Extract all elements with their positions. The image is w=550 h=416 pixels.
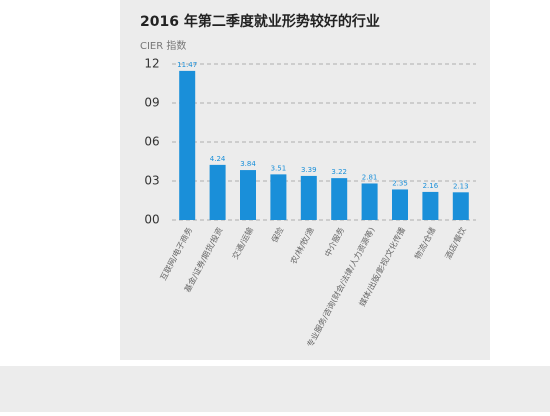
y-tick-label: 09	[144, 96, 159, 110]
value-label: 3.22	[331, 168, 347, 176]
y-tick-label: 12	[144, 57, 159, 71]
bar	[452, 192, 469, 220]
y-tick-label: 00	[144, 213, 159, 227]
bar	[240, 170, 256, 220]
bar	[361, 183, 378, 220]
value-label: 3.84	[240, 160, 256, 168]
footer-band	[0, 366, 550, 412]
bar	[300, 175, 317, 220]
bar	[209, 164, 226, 220]
value-label: 3.51	[271, 164, 287, 172]
y-axis-label: CIER 指数	[140, 39, 186, 52]
value-label: 2.13	[453, 182, 469, 190]
bar	[392, 189, 408, 220]
y-tick-label: 06	[144, 135, 159, 149]
value-label: 11.47	[177, 61, 197, 69]
value-label: 2.81	[362, 173, 378, 181]
value-label: 2.35	[392, 179, 408, 187]
value-label: 4.24	[210, 155, 226, 163]
bar	[270, 174, 287, 220]
value-label: 3.39	[301, 166, 317, 174]
bar	[179, 70, 196, 220]
bar	[331, 178, 348, 220]
value-label: 2.16	[423, 182, 439, 190]
y-tick-label: 03	[144, 174, 159, 188]
bar	[422, 191, 439, 220]
chart-title: 2016 年第二季度就业形势较好的行业	[140, 13, 380, 30]
